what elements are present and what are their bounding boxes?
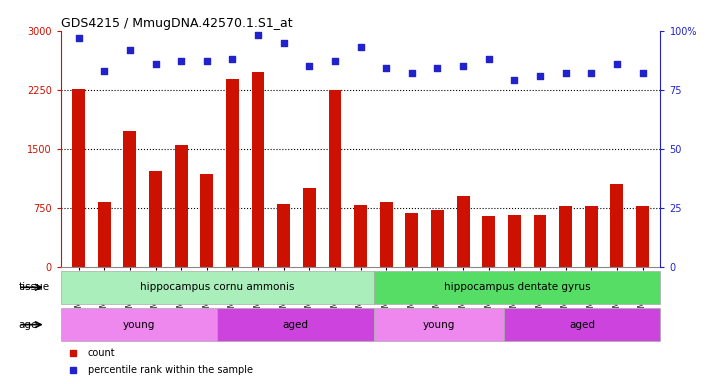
Bar: [431, 210, 444, 266]
Bar: [406, 213, 418, 266]
Point: [99, 68, 110, 74]
Point: [458, 63, 469, 69]
Bar: [559, 206, 572, 266]
Point: [381, 65, 392, 71]
Point: [176, 58, 187, 65]
Bar: [373, 308, 504, 341]
Point: [278, 40, 289, 46]
Bar: [61, 308, 217, 341]
Text: age: age: [19, 319, 38, 329]
Text: GDS4215 / MmugDNA.42570.1.S1_at: GDS4215 / MmugDNA.42570.1.S1_at: [61, 17, 292, 30]
Text: young: young: [123, 319, 155, 329]
Text: aged: aged: [569, 319, 595, 329]
Bar: [98, 202, 111, 266]
Bar: [483, 216, 495, 266]
Bar: [380, 202, 393, 266]
Text: tissue: tissue: [19, 282, 50, 292]
Point: [611, 61, 623, 67]
Point: [508, 77, 520, 83]
Point: [201, 58, 213, 65]
Point: [303, 63, 315, 69]
Bar: [61, 271, 373, 304]
Text: count: count: [88, 348, 115, 358]
Bar: [149, 171, 162, 266]
Point: [124, 46, 136, 53]
Point: [73, 35, 84, 41]
Point: [534, 73, 545, 79]
Bar: [585, 206, 598, 266]
Text: hippocampus cornu ammonis: hippocampus cornu ammonis: [140, 282, 294, 292]
Bar: [328, 90, 341, 266]
Text: young: young: [423, 319, 455, 329]
Bar: [226, 79, 238, 266]
Point: [355, 44, 366, 50]
Bar: [72, 89, 85, 266]
Point: [227, 56, 238, 62]
Point: [406, 70, 418, 76]
Bar: [373, 271, 660, 304]
Bar: [354, 205, 367, 266]
Bar: [277, 204, 290, 266]
Bar: [610, 184, 623, 266]
Point: [637, 70, 648, 76]
Point: [252, 32, 263, 38]
Bar: [124, 131, 136, 266]
Bar: [251, 72, 264, 266]
Bar: [636, 206, 649, 266]
Point: [329, 58, 341, 65]
Bar: [217, 308, 373, 341]
Text: aged: aged: [282, 319, 308, 329]
Bar: [533, 215, 546, 266]
Bar: [504, 308, 660, 341]
Point: [560, 70, 571, 76]
Bar: [201, 174, 213, 266]
Point: [585, 70, 597, 76]
Bar: [508, 215, 521, 266]
Text: percentile rank within the sample: percentile rank within the sample: [88, 365, 253, 375]
Point: [483, 56, 494, 62]
Point: [432, 65, 443, 71]
Point: [150, 61, 161, 67]
Bar: [457, 196, 470, 266]
Bar: [303, 188, 316, 266]
Bar: [175, 146, 188, 266]
Text: hippocampus dentate gyrus: hippocampus dentate gyrus: [443, 282, 590, 292]
